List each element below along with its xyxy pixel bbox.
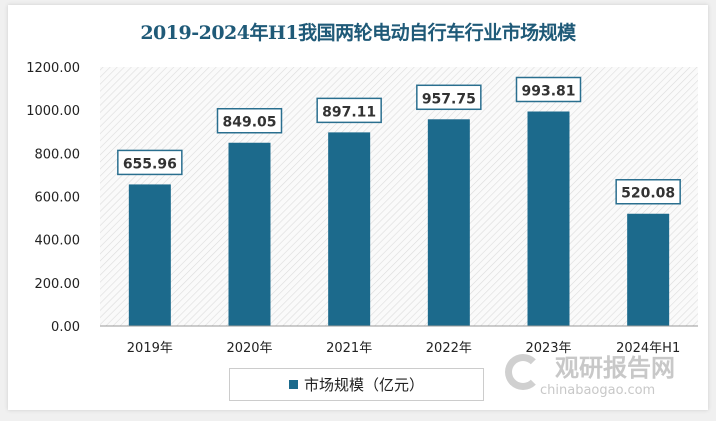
legend-swatch <box>288 380 298 389</box>
data-label: 520.08 <box>621 186 675 202</box>
watermark-name: 观研报告网 <box>555 354 675 382</box>
bar <box>527 111 570 326</box>
x-tick-label: 2024年H1 <box>616 341 680 356</box>
y-tick-label: 800.00 <box>35 147 81 162</box>
legend-label: 市场规模（亿元） <box>303 376 424 394</box>
x-tick-label: 2019年 <box>127 341 173 356</box>
data-label-box <box>216 107 283 134</box>
bar <box>228 142 271 326</box>
data-label: 655.96 <box>123 156 177 172</box>
data-label: 849.05 <box>222 115 276 131</box>
legend: 市场规模（亿元） <box>229 368 484 401</box>
y-tick-label: 600.00 <box>35 191 81 206</box>
watermark: 观研报告网 chinabaogao.com <box>505 348 675 398</box>
bar <box>328 132 371 326</box>
x-tick-label: 2021年 <box>326 341 372 356</box>
bar <box>627 213 670 326</box>
x-tick-label: 2023年 <box>525 341 571 356</box>
plot-area <box>100 67 698 326</box>
x-tick-label: 2020年 <box>226 341 272 356</box>
bar <box>128 184 171 326</box>
watermark-logo-icon <box>505 354 541 390</box>
y-tick-label: 0.00 <box>51 320 80 335</box>
x-tick-label: 2022年 <box>426 341 472 356</box>
data-label: 897.11 <box>322 104 376 120</box>
data-label-box <box>117 149 183 176</box>
y-tick-label: 200.00 <box>35 277 81 292</box>
y-tick-label: 1000.00 <box>26 104 80 119</box>
data-label: 957.75 <box>422 91 476 107</box>
chart-title: 2019-2024年H1我国两轮电动自行车行业市场规模 <box>140 22 576 44</box>
data-label-box <box>316 97 382 124</box>
data-label-box <box>515 76 582 103</box>
data-label-box <box>615 178 681 205</box>
y-tick-label: 400.00 <box>35 234 81 249</box>
bar <box>427 119 470 327</box>
watermark-url: chinabaogao.com <box>540 383 656 398</box>
data-label: 993.81 <box>521 84 575 100</box>
data-label-box <box>416 84 482 111</box>
y-tick-label: 1200.00 <box>26 61 80 76</box>
